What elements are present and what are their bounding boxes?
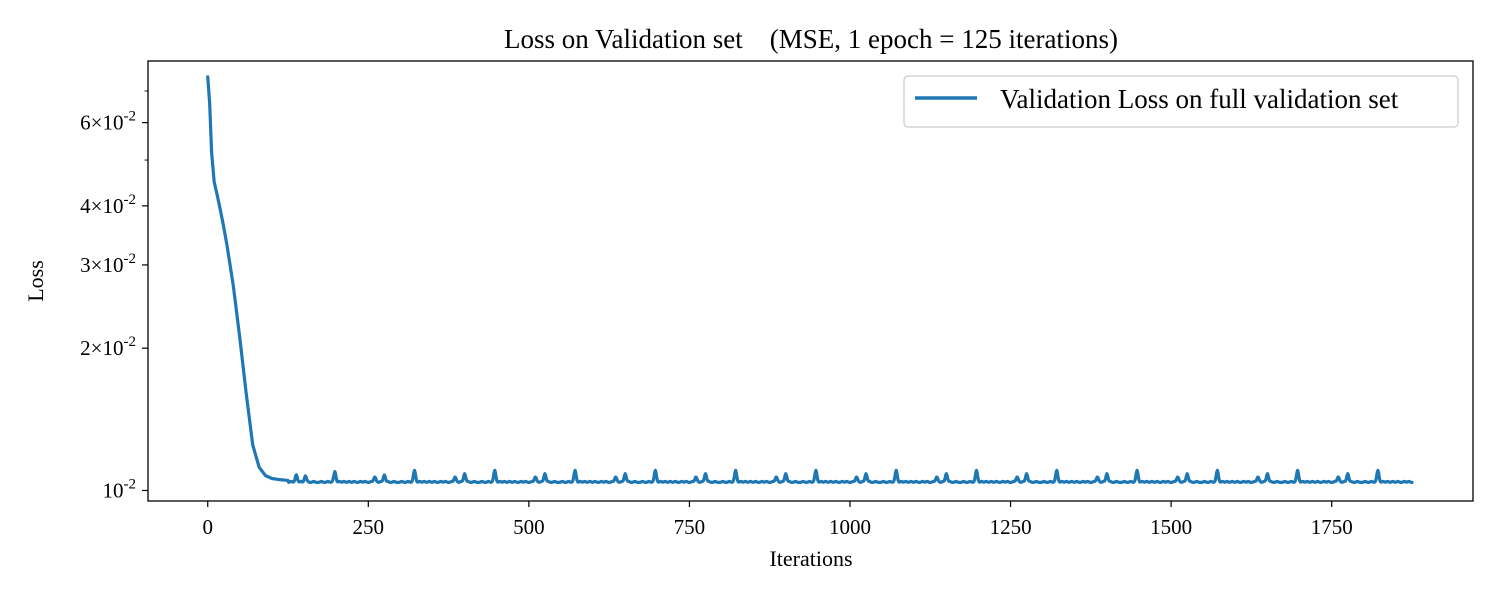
legend: Validation Loss on full validation set <box>903 75 1459 128</box>
plot-frame <box>147 60 1474 502</box>
x-tick-label: 1000 <box>829 515 871 539</box>
y-tick-label: 3×10-2 <box>80 251 136 277</box>
series-layer <box>206 75 1414 485</box>
legend-label: Validation Loss on full validation set <box>1000 84 1399 114</box>
y-tick-label: 4×10-2 <box>80 192 136 218</box>
x-tick-label: 1500 <box>1150 515 1192 539</box>
x-tick-label: 1250 <box>990 515 1032 539</box>
legend-box <box>903 75 1459 128</box>
x-tick-label: 250 <box>353 515 385 539</box>
x-axis-label: Iterations <box>769 546 852 571</box>
x-axis: 0 250 500 750 1000 1250 1500 1750 <box>202 501 1353 539</box>
y-tick-label: 10-2 <box>103 476 137 502</box>
x-tick-label: 750 <box>674 515 706 539</box>
x-tick-label: 500 <box>513 515 545 539</box>
y-tick-label: 6×10-2 <box>80 109 136 135</box>
y-axis: 10-2 2×10-2 3×10-2 4×10-2 6×10-2 <box>80 90 148 502</box>
y-axis-label: Loss <box>23 260 48 302</box>
plot-area: 0 250 500 750 1000 1250 1500 1750 10-2 2×10-2 3×1… <box>80 60 1474 539</box>
chart-title: Loss on Validation set (MSE, 1 epoch = 1… <box>504 24 1118 54</box>
x-tick-label: 1750 <box>1311 515 1353 539</box>
y-tick-label: 2×10-2 <box>80 334 136 360</box>
validation-loss-line <box>206 75 1414 485</box>
x-tick-label: 0 <box>202 515 213 539</box>
